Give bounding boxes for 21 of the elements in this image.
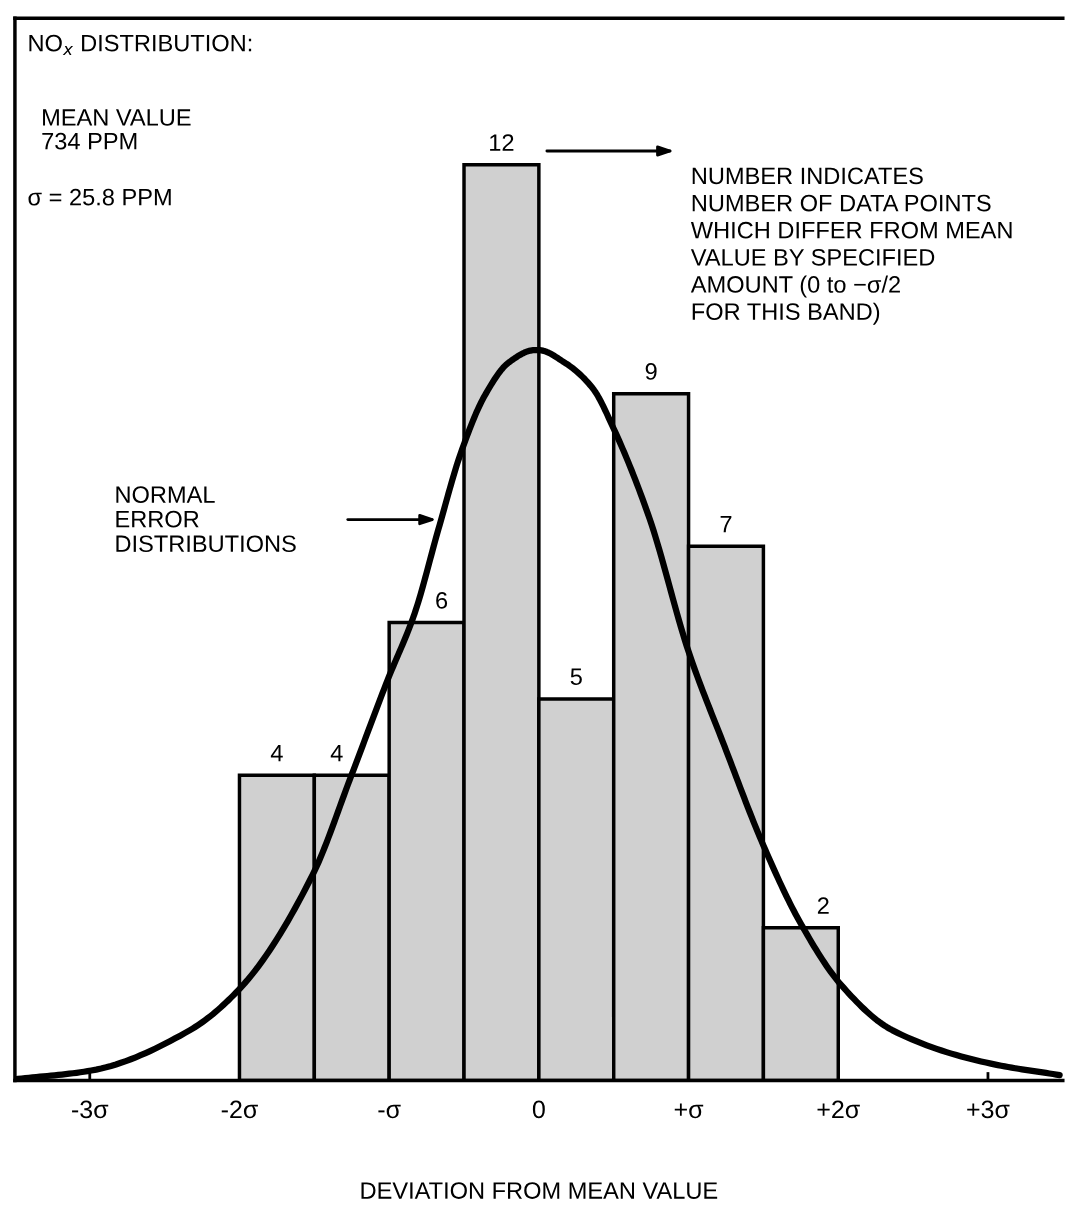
annotation: σ = 25.8 PPM [28,188,171,206]
x-axis-title: DEVIATION FROM MEAN VALUE [361,1182,718,1199]
text: MEAN VALUE 734 PPM [42,109,191,150]
x-tick-label: +2σ [817,1100,860,1119]
annotation: NORMAL ERROR DISTRIBUTIONS [116,486,296,553]
data-label: 4 [270,744,283,762]
x-tick-label: -σ [378,1104,401,1119]
data-label: 6 [436,592,448,609]
x-tick-label: -2σ [221,1100,258,1119]
data-label: 7 [720,515,732,533]
chart-title: NO$_{x}$ DISTRIBUTION: [29,34,252,56]
x-tick-label: +σ [674,1103,704,1119]
data-label: 4 [330,744,343,762]
data-label: 5 [570,668,582,686]
data-label: 9 [645,363,657,380]
x-tick-label: 0 [532,1100,545,1119]
data-label: 12 [490,134,514,151]
data-label: 2 [817,897,829,914]
x-tick-label: -3σ [72,1100,109,1119]
annotation: NUMBER INDICATES NUMBER OF DATA POINTS WHICH DIFFER FROM MEAN VALUE BY SPECIFIED AMOUNT (0 to −σ/2 FOR THIS BAND) [690,167,1012,325]
x-tick-label: +3σ [967,1100,1010,1119]
